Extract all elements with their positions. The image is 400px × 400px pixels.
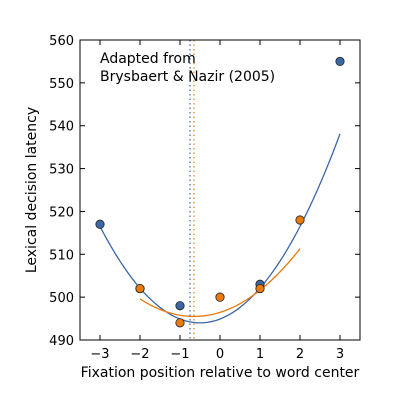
- y-axis-ticks: 490 500 510 520 530 540 550 560: [49, 34, 360, 349]
- x-axis-label: Fixation position relative to word cente…: [81, 365, 360, 381]
- y-axis-label: Lexical decision latency: [24, 107, 40, 273]
- data-point: [135, 283, 145, 294]
- x-tick-label: −1: [170, 347, 189, 362]
- y-tick-label: 530: [49, 163, 74, 178]
- y-tick-label: 560: [49, 34, 74, 49]
- x-tick-label: 1: [256, 347, 264, 362]
- x-tick-label: −3: [90, 347, 109, 362]
- fit-curve: [139, 248, 301, 318]
- y-tick-label: 540: [49, 120, 74, 135]
- x-axis-ticks: −3 −2 −1 0 1 2 3: [90, 40, 344, 362]
- y-tick-label: 510: [49, 248, 74, 263]
- y-tick-label: 520: [49, 205, 74, 220]
- annotation-line-2: Brysbaert & Nazir (2005): [100, 69, 275, 85]
- data-point: [95, 219, 105, 229]
- x-tick-label: 3: [336, 347, 344, 362]
- annotation-line-1: Adapted from: [100, 51, 196, 67]
- data-point: [175, 301, 185, 311]
- data-points: [95, 56, 345, 328]
- x-tick-label: −2: [130, 347, 149, 362]
- x-tick-label: 0: [216, 347, 224, 362]
- y-tick-label: 490: [49, 334, 74, 349]
- data-point: [175, 318, 185, 328]
- x-tick-label: 2: [296, 347, 304, 362]
- minimum-reference-lines: [189, 40, 195, 340]
- data-point: [295, 215, 305, 225]
- data-point: [215, 292, 225, 302]
- data-point: [255, 283, 265, 294]
- data-point: [335, 56, 345, 67]
- y-tick-label: 500: [49, 291, 74, 306]
- y-tick-label: 550: [49, 77, 74, 92]
